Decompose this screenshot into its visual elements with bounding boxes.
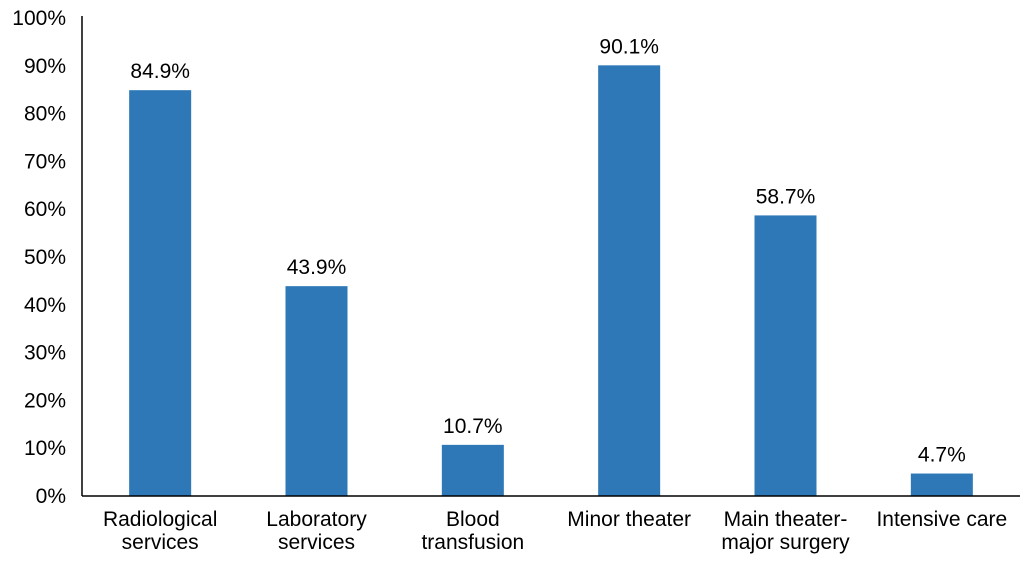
y-tick-label: 20% — [24, 389, 66, 412]
category-label-line: Blood — [446, 508, 500, 531]
bar — [129, 90, 192, 496]
category-label: Intensive care — [876, 508, 1007, 531]
data-label: 10.7% — [443, 415, 503, 438]
category-label-line: Minor theater — [567, 508, 691, 531]
data-label: 4.7% — [918, 444, 966, 467]
bars — [129, 65, 973, 497]
category-label-line: Intensive care — [876, 508, 1007, 531]
y-tick-label: 60% — [24, 198, 66, 221]
category-label-line: Laboratory — [266, 508, 367, 531]
bar — [754, 215, 817, 496]
data-label: 90.1% — [599, 35, 659, 58]
category-label: Minor theater — [567, 508, 691, 531]
y-tick-label: 50% — [24, 246, 66, 269]
y-axis-ticks: 0% 10% 20% 30% 40% 50% 60% 70% 80% 90% 100% — [12, 7, 66, 508]
category-label-line: major surgery — [721, 531, 850, 554]
category-label: Main theater-major surgery — [721, 508, 850, 554]
y-tick-label: 10% — [24, 437, 66, 460]
data-label: 84.9% — [130, 60, 190, 83]
category-label-line: transfusion — [421, 531, 524, 554]
category-label-line: Main theater- — [724, 508, 848, 531]
y-tick-label: 90% — [24, 55, 66, 78]
y-tick-label: 30% — [24, 342, 66, 365]
category-label: Blood transfusion — [421, 508, 524, 554]
y-tick-label: 0% — [36, 485, 66, 508]
data-label: 43.9% — [287, 256, 347, 279]
y-tick-label: 40% — [24, 294, 66, 317]
category-label: Laboratory services — [266, 508, 367, 554]
bar — [285, 286, 348, 496]
category-label: Radiological services — [103, 508, 217, 554]
data-labels: 84.9% 43.9% 10.7% 90.1% 58.7% 4.7% — [130, 35, 965, 466]
category-label-line: services — [122, 531, 199, 554]
category-label-line: Radiological — [103, 508, 217, 531]
y-tick-label: 70% — [24, 150, 66, 173]
bar — [910, 473, 973, 496]
category-label-line: services — [278, 531, 355, 554]
bar — [598, 65, 661, 497]
y-tick-label: 80% — [24, 103, 66, 126]
data-label: 58.7% — [756, 185, 816, 208]
y-tick-label: 100% — [12, 7, 66, 30]
axes — [81, 16, 1020, 497]
bar — [441, 444, 504, 496]
